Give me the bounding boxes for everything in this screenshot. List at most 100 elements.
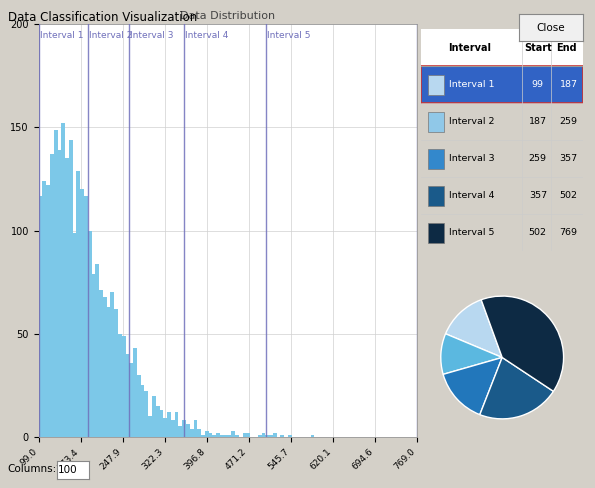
Bar <box>69 140 73 437</box>
Bar <box>50 154 54 437</box>
Text: 259: 259 <box>559 117 578 126</box>
Bar <box>103 297 107 437</box>
Text: Start: Start <box>524 43 552 53</box>
Bar <box>258 435 262 437</box>
Text: Columns:: Columns: <box>8 465 57 474</box>
Bar <box>140 385 145 437</box>
Bar <box>122 336 126 437</box>
Bar <box>428 149 444 169</box>
Bar <box>428 185 444 206</box>
Text: Interval 1: Interval 1 <box>40 31 83 40</box>
Bar <box>65 159 69 437</box>
Bar <box>118 334 122 437</box>
Bar <box>156 406 159 437</box>
Bar <box>171 420 175 437</box>
Bar <box>178 427 182 437</box>
Text: 100: 100 <box>58 465 78 475</box>
Text: 502: 502 <box>559 191 578 200</box>
Bar <box>80 189 84 437</box>
Bar <box>77 171 80 437</box>
Bar <box>54 129 58 437</box>
Text: 357: 357 <box>559 154 578 163</box>
Text: Interval 2: Interval 2 <box>449 117 494 126</box>
Bar <box>167 412 171 437</box>
Bar <box>216 433 220 437</box>
Bar <box>421 29 583 66</box>
Bar <box>280 435 284 437</box>
Bar <box>95 264 99 437</box>
Text: End: End <box>556 43 577 53</box>
Text: Close: Close <box>537 22 565 33</box>
Bar <box>84 196 88 437</box>
Bar <box>39 196 42 437</box>
Bar <box>227 435 231 437</box>
Text: Interval 5: Interval 5 <box>449 228 494 237</box>
Bar <box>421 66 583 103</box>
Text: Interval 2: Interval 2 <box>89 31 133 40</box>
Text: Interval 1: Interval 1 <box>449 81 494 89</box>
Text: Interval 4: Interval 4 <box>185 31 228 40</box>
Text: 769: 769 <box>559 228 578 237</box>
Bar <box>209 433 212 437</box>
Bar <box>311 435 315 437</box>
Text: 99: 99 <box>532 81 544 89</box>
Bar <box>201 435 205 437</box>
Text: 187: 187 <box>559 81 578 89</box>
Bar <box>262 433 265 437</box>
Bar <box>231 430 235 437</box>
Bar <box>88 231 92 437</box>
Bar <box>265 435 269 437</box>
Bar <box>58 150 61 437</box>
Text: 187: 187 <box>529 117 547 126</box>
Bar <box>205 430 209 437</box>
Bar <box>46 185 50 437</box>
Bar <box>243 433 246 437</box>
Bar <box>114 309 118 437</box>
Text: Interval 3: Interval 3 <box>449 154 494 163</box>
Bar <box>175 412 178 437</box>
Text: Interval 5: Interval 5 <box>267 31 311 40</box>
Bar <box>186 425 190 437</box>
Bar <box>288 435 292 437</box>
Bar <box>190 428 193 437</box>
Wedge shape <box>481 296 563 391</box>
Bar <box>61 123 65 437</box>
Bar <box>152 395 156 437</box>
Text: Interval 3: Interval 3 <box>130 31 174 40</box>
Bar <box>428 112 444 132</box>
Bar <box>182 420 186 437</box>
Bar <box>428 75 444 95</box>
Bar <box>235 435 239 437</box>
Bar <box>428 223 444 243</box>
Bar <box>129 363 133 437</box>
Bar <box>198 428 201 437</box>
Bar <box>224 435 227 437</box>
Bar <box>159 410 164 437</box>
Bar <box>126 354 129 437</box>
Bar <box>133 348 137 437</box>
Wedge shape <box>441 334 502 374</box>
Text: 357: 357 <box>529 191 547 200</box>
Bar <box>193 420 198 437</box>
Text: Data Classification Visualization: Data Classification Visualization <box>8 11 197 23</box>
Title: Data Distribution: Data Distribution <box>180 11 275 21</box>
Text: 259: 259 <box>529 154 547 163</box>
Bar <box>273 433 277 437</box>
Text: Interval 4: Interval 4 <box>449 191 494 200</box>
Bar <box>99 290 103 437</box>
Bar <box>220 435 224 437</box>
Bar <box>111 292 114 437</box>
Wedge shape <box>480 357 553 419</box>
Bar <box>92 274 95 437</box>
Bar <box>145 391 148 437</box>
Bar <box>137 375 140 437</box>
Bar <box>164 418 167 437</box>
Bar <box>269 435 273 437</box>
Bar <box>42 181 46 437</box>
Text: Interval: Interval <box>448 43 491 53</box>
Bar <box>107 307 111 437</box>
Bar <box>246 433 250 437</box>
Wedge shape <box>443 357 502 415</box>
Bar <box>212 435 216 437</box>
Wedge shape <box>446 300 502 357</box>
